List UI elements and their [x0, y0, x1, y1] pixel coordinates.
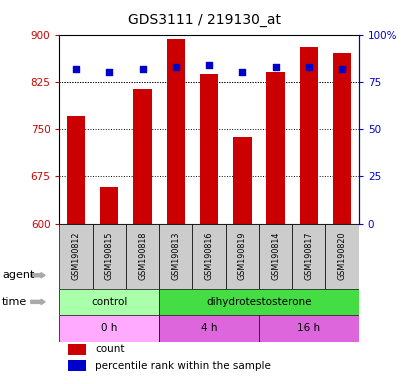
- Text: agent: agent: [2, 270, 34, 280]
- Point: [172, 64, 179, 70]
- Text: GSM190817: GSM190817: [303, 232, 312, 280]
- Bar: [68, 360, 86, 371]
- Text: time: time: [2, 297, 27, 307]
- Bar: [266, 72, 284, 223]
- Bar: [258, 223, 292, 289]
- Bar: [92, 223, 126, 289]
- Point: [139, 66, 146, 72]
- Text: GSM190815: GSM190815: [105, 232, 114, 280]
- Point: [238, 69, 245, 75]
- Bar: [59, 223, 92, 289]
- Point: [305, 64, 311, 70]
- Bar: [133, 89, 151, 223]
- Point: [338, 66, 344, 72]
- Text: 16 h: 16 h: [297, 323, 320, 333]
- Bar: [126, 223, 159, 289]
- Text: percentile rank within the sample: percentile rank within the sample: [95, 361, 271, 371]
- Point: [106, 69, 112, 75]
- Bar: [100, 187, 118, 223]
- Bar: [258, 315, 358, 342]
- Text: GSM190820: GSM190820: [337, 232, 346, 280]
- Bar: [159, 315, 258, 342]
- Bar: [59, 315, 159, 342]
- Bar: [225, 223, 258, 289]
- Text: 0 h: 0 h: [101, 323, 117, 333]
- Bar: [325, 223, 358, 289]
- Text: GSM190813: GSM190813: [171, 232, 180, 280]
- Text: GSM190814: GSM190814: [270, 232, 279, 280]
- Text: GSM190812: GSM190812: [72, 232, 81, 280]
- Bar: [59, 289, 159, 315]
- Text: dihydrotestosterone: dihydrotestosterone: [206, 297, 311, 307]
- Text: count: count: [95, 344, 125, 354]
- Bar: [68, 344, 86, 355]
- Bar: [166, 39, 184, 223]
- Text: control: control: [91, 297, 127, 307]
- Bar: [192, 223, 225, 289]
- Point: [205, 62, 212, 68]
- Bar: [299, 47, 317, 223]
- Bar: [332, 53, 351, 223]
- Bar: [159, 223, 192, 289]
- Text: GSM190816: GSM190816: [204, 232, 213, 280]
- Text: GSM190819: GSM190819: [237, 232, 246, 280]
- Text: 4 h: 4 h: [200, 323, 217, 333]
- Bar: [292, 223, 325, 289]
- Text: GDS3111 / 219130_at: GDS3111 / 219130_at: [128, 13, 281, 27]
- Point: [272, 64, 278, 70]
- Bar: [233, 137, 251, 223]
- Bar: [200, 74, 218, 223]
- Bar: [67, 116, 85, 223]
- Point: [73, 66, 79, 72]
- Text: GSM190818: GSM190818: [138, 232, 147, 280]
- Bar: [159, 289, 358, 315]
